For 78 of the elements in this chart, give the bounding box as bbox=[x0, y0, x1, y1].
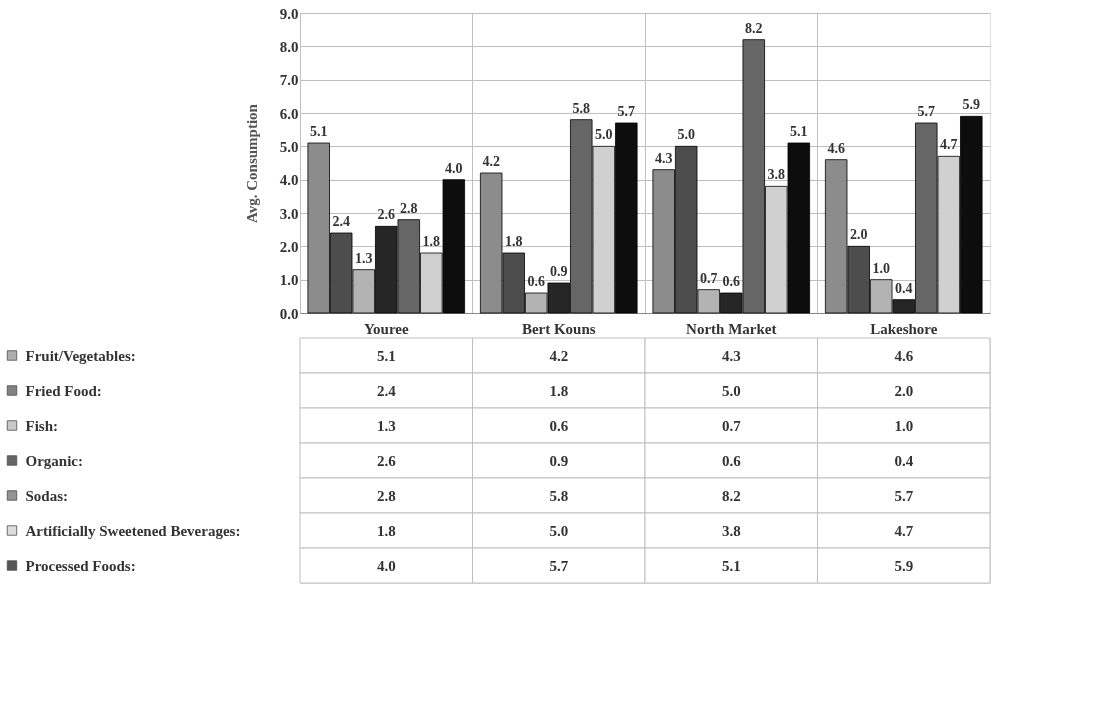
data-label: 4.0 bbox=[376, 557, 396, 574]
text: 4.2 bbox=[482, 154, 500, 169]
y-tick-label: 1.0 bbox=[279, 272, 299, 289]
data-label: 5.0 bbox=[721, 382, 741, 399]
text: 2.0 bbox=[849, 227, 868, 243]
text: 4.3 bbox=[654, 150, 673, 166]
data-label: 4.7 bbox=[894, 522, 914, 539]
legend-label: Artificially Sweetened Beverages: bbox=[25, 522, 241, 539]
text: 1.3 bbox=[354, 250, 373, 266]
text: 3.8 bbox=[767, 167, 786, 183]
data-label: 5.1 bbox=[721, 557, 741, 574]
y-tick-label: 3.0 bbox=[279, 205, 299, 222]
data-label: 3.8 bbox=[721, 522, 741, 539]
data-label: 4.3 bbox=[721, 347, 741, 364]
data-label: 5.9 bbox=[894, 557, 914, 574]
text: 2.4 bbox=[332, 214, 350, 229]
text: 4.0 bbox=[445, 160, 463, 176]
text: 2.8 bbox=[400, 200, 418, 216]
data-label: 5.1 bbox=[376, 347, 396, 364]
text: 5.1 bbox=[790, 124, 808, 139]
text: 2.6 bbox=[377, 207, 395, 223]
text: 1.8 bbox=[422, 234, 441, 249]
data-label: 2.4 bbox=[376, 382, 397, 399]
text: 1.0 bbox=[872, 260, 890, 276]
text: 0.9 bbox=[550, 264, 568, 279]
text: 4.6 bbox=[827, 140, 845, 156]
x-tick-label: North Market bbox=[686, 320, 777, 337]
data-label: 0.6 bbox=[721, 452, 742, 469]
text: 1.8 bbox=[504, 234, 523, 249]
data-label: 0.6 bbox=[549, 417, 569, 434]
legend-label: Fish: bbox=[25, 417, 59, 434]
data-label: 0.4 bbox=[894, 452, 914, 469]
data-label: 5.7 bbox=[894, 487, 914, 504]
text: 5.8 bbox=[572, 100, 591, 116]
x-tick-label: Bert Kouns bbox=[521, 320, 596, 337]
text: 5.0 bbox=[677, 127, 695, 143]
text: 8.2 bbox=[745, 20, 763, 36]
y-tick-label: 2.0 bbox=[279, 238, 299, 255]
data-label: 2.0 bbox=[894, 382, 914, 399]
data-label: 0.9 bbox=[549, 452, 569, 469]
y-axis-title: Avg. Consumption bbox=[243, 103, 260, 223]
data-label: 8.2 bbox=[721, 487, 741, 504]
text: 5.1 bbox=[309, 124, 328, 139]
data-label: 4.2 bbox=[549, 347, 569, 364]
data-label: 1.3 bbox=[376, 417, 396, 434]
data-label: 2.6 bbox=[376, 452, 397, 469]
text: 5.7 bbox=[617, 104, 636, 119]
text: 0.6 bbox=[722, 274, 740, 289]
y-tick-label: 5.0 bbox=[279, 138, 299, 155]
legend-label: Sodas: bbox=[25, 487, 69, 504]
legend-label: Fried Food: bbox=[25, 382, 102, 399]
y-tick-label: 4.0 bbox=[279, 172, 299, 189]
text: 5.7 bbox=[917, 104, 936, 119]
text: 5.9 bbox=[962, 97, 981, 113]
y-tick-label: 0.0 bbox=[279, 305, 299, 322]
text: 4.7 bbox=[940, 137, 958, 153]
data-label: 5.7 bbox=[549, 557, 569, 574]
x-tick-label: Youree bbox=[363, 320, 409, 337]
data-label: 4.6 bbox=[894, 347, 914, 364]
text: 0.7 bbox=[699, 270, 718, 286]
data-label: 1.8 bbox=[549, 382, 569, 399]
y-tick-label: 6.0 bbox=[279, 105, 299, 122]
text: 0.6 bbox=[527, 274, 545, 289]
data-label: 5.8 bbox=[549, 487, 569, 504]
legend-label: Processed Foods: bbox=[25, 557, 136, 574]
y-tick-label: 7.0 bbox=[279, 72, 299, 89]
x-tick-label: Lakeshore bbox=[870, 320, 938, 337]
text: 5.0 bbox=[595, 127, 613, 143]
data-label: 5.0 bbox=[549, 522, 569, 539]
y-tick-label: 8.0 bbox=[279, 38, 299, 55]
data-label: 1.0 bbox=[894, 417, 914, 434]
data-label: 1.8 bbox=[376, 522, 396, 539]
legend-label: Fruit/Vegetables: bbox=[25, 347, 136, 364]
data-label: 0.7 bbox=[721, 417, 742, 434]
data-label: 2.8 bbox=[376, 487, 396, 504]
legend-label: Organic: bbox=[25, 452, 83, 469]
y-tick-label: 9.0 bbox=[279, 5, 299, 22]
text: 0.4 bbox=[895, 280, 913, 296]
